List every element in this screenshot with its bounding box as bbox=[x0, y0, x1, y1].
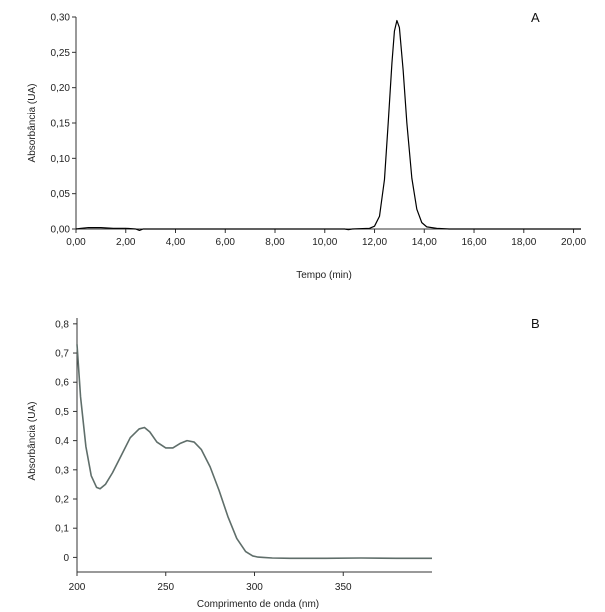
y-tick-label: 0,2 bbox=[55, 495, 69, 506]
x-tick-label: 6,00 bbox=[216, 237, 236, 248]
panel-b-series-line bbox=[76, 344, 432, 560]
y-tick-label: 0,6 bbox=[55, 378, 69, 389]
chart-panel-a: 0,00 2,00 4,00 6,00 8,00 10,00 12,00 14,00 16,00… bbox=[27, 10, 586, 281]
x-tick-label: 200 bbox=[69, 582, 86, 593]
y-tick-label: 0,7 bbox=[55, 349, 69, 360]
y-tick-label: 0,30 bbox=[51, 13, 71, 24]
y-tick-label: 0,20 bbox=[51, 83, 71, 94]
y-tick-label: 0,00 bbox=[51, 225, 71, 236]
y-tick-label: 0,4 bbox=[55, 436, 69, 447]
x-tick-label: 14,00 bbox=[412, 237, 437, 248]
y-tick-label: 0,5 bbox=[55, 407, 69, 418]
panel-b-y-axis-title: Absorbância (UA) bbox=[27, 402, 38, 481]
x-tick-label: 0,00 bbox=[66, 237, 86, 248]
x-tick-label: 250 bbox=[157, 582, 174, 593]
y-tick-label: 0 bbox=[63, 553, 69, 564]
y-tick-label: 0,3 bbox=[55, 465, 69, 476]
x-tick-label: 16,00 bbox=[462, 237, 487, 248]
x-tick-label: 12,00 bbox=[362, 237, 387, 248]
x-tick-label: 10,00 bbox=[312, 237, 337, 248]
panel-a-series-line bbox=[75, 19, 581, 232]
y-tick-label: 0,10 bbox=[51, 154, 71, 165]
panel-a-y-axis-title: Absorbância (UA) bbox=[27, 84, 38, 163]
x-tick-label: 18,00 bbox=[511, 237, 536, 248]
x-tick-label: 350 bbox=[335, 582, 352, 593]
panel-a-label: A bbox=[531, 10, 540, 25]
panel-b-ticks: 200 250 300 350 0 0,1 0,2 0,3 0,4 0,5 0,6 0,7 0,8 bbox=[55, 319, 352, 593]
y-tick-label: 0,25 bbox=[51, 48, 71, 59]
x-tick-label: 2,00 bbox=[116, 237, 136, 248]
panel-a-x-axis-title: Tempo (min) bbox=[296, 270, 352, 281]
y-tick-label: 0,8 bbox=[55, 319, 69, 330]
y-tick-label: 0,1 bbox=[55, 524, 69, 535]
panel-b-x-axis-title: Comprimento de onda (nm) bbox=[197, 599, 319, 610]
x-tick-label: 8,00 bbox=[265, 237, 285, 248]
panel-a-ticks: 0,00 2,00 4,00 6,00 8,00 10,00 12,00 14,00 16,00… bbox=[51, 13, 587, 249]
y-tick-label: 0,05 bbox=[51, 189, 71, 200]
x-tick-label: 4,00 bbox=[166, 237, 186, 248]
x-tick-label: 20,00 bbox=[561, 237, 586, 248]
y-tick-label: 0,15 bbox=[51, 119, 71, 130]
x-tick-label: 300 bbox=[246, 582, 263, 593]
panel-b-label: B bbox=[531, 316, 540, 331]
